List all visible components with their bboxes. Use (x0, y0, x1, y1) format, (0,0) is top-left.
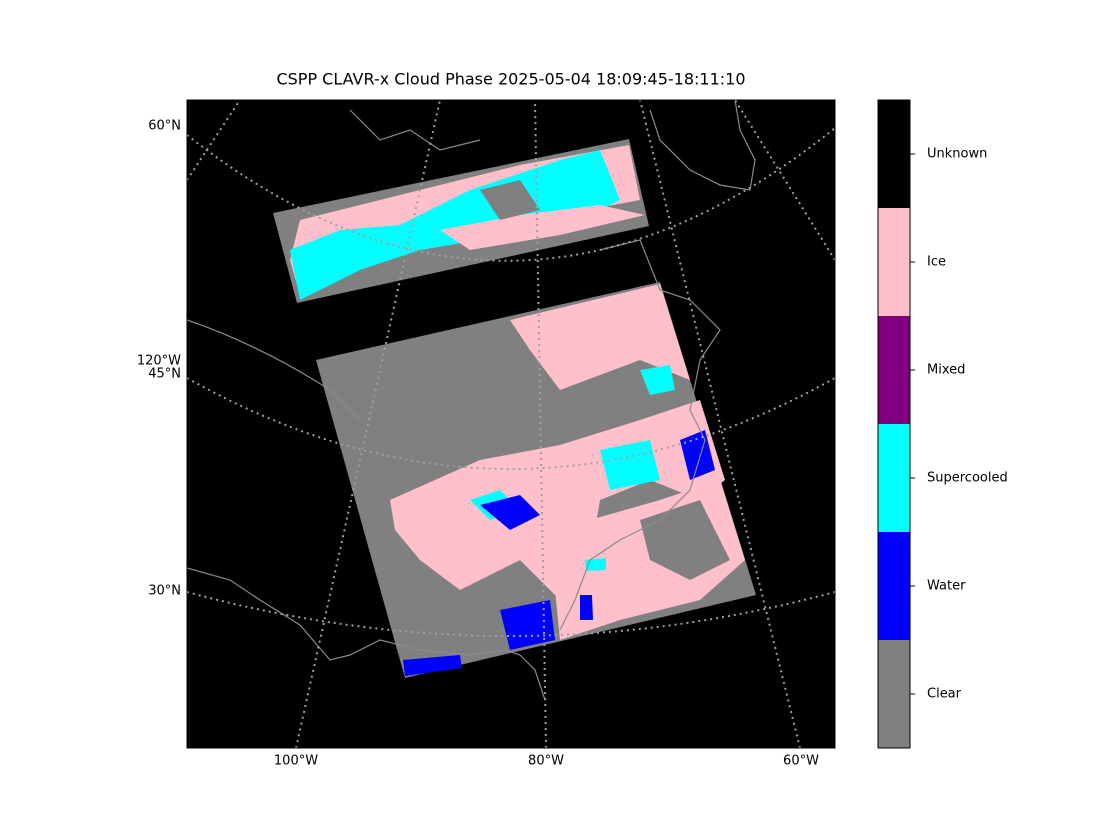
supercooled-area (585, 558, 606, 571)
water-area (480, 495, 540, 530)
coastline (649, 100, 756, 191)
water-area (680, 430, 715, 480)
colorbar-segment (878, 208, 910, 316)
colorbar-segment (878, 316, 910, 424)
border (187, 319, 361, 421)
lon-label: 60°W (783, 754, 819, 769)
coastline (349, 109, 481, 151)
colorbar-segment (878, 424, 910, 532)
lon-label: 80°W (528, 754, 564, 769)
graticule (734, 100, 835, 261)
ice-area (440, 205, 645, 250)
colorbar-label: Unknown (927, 147, 987, 162)
water-area (403, 655, 462, 676)
lat-label: 30°N (148, 584, 181, 599)
map: 60°N 120°W 45°N 30°N 100°W 80°W 60°W (137, 99, 836, 769)
colorbar-frame (877, 99, 911, 749)
colorbar-label: Water (927, 579, 966, 594)
colorbar-segment (878, 532, 910, 640)
water-area (580, 595, 593, 620)
lon-label: 120°W (137, 354, 181, 369)
graticule (295, 100, 441, 748)
clear-area (480, 180, 540, 220)
colorbar-segment (878, 100, 910, 208)
colorbar: Clear Water Supercooled Mixed Ice Unknown (877, 99, 1008, 749)
title: CSPP CLAVR-x Cloud Phase 2025-05-04 18:0… (276, 70, 745, 89)
map-frame (186, 99, 836, 749)
graticule (187, 100, 241, 181)
lat-label: 60°N (148, 119, 181, 134)
coastline (559, 239, 721, 631)
ice-area (510, 284, 690, 390)
supercooled-area (290, 150, 620, 300)
colorbar-label: Ice (927, 255, 946, 270)
colorbar-segment (878, 640, 910, 748)
coastline (187, 567, 546, 701)
colorbar-label: Supercooled (927, 471, 1008, 486)
clear-area (640, 500, 730, 580)
supercooled-area (640, 365, 675, 395)
colorbar-label: Clear (927, 687, 962, 702)
water-area (500, 600, 555, 650)
colorbar-label: Mixed (927, 363, 965, 378)
lat-label: 45°N (148, 367, 181, 382)
graticule (534, 100, 547, 748)
lon-label: 100°W (274, 754, 318, 769)
